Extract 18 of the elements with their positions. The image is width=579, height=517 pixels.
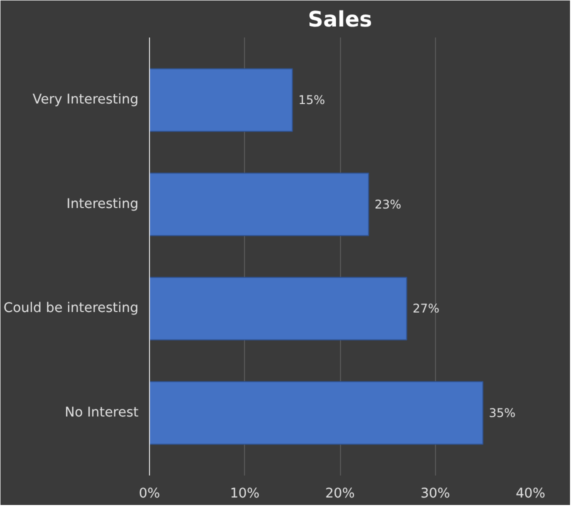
y-tick-label: No Interest [64, 405, 139, 420]
data-label: 15% [298, 93, 326, 108]
y-tick-label: Very Interesting [32, 92, 138, 108]
x-tick-label: 40% [516, 486, 546, 502]
y-tick-label: Could be interesting [4, 301, 139, 316]
x-tick-label: 20% [325, 486, 355, 502]
x-tick-label: 10% [230, 486, 260, 502]
bar [150, 172, 370, 236]
data-label: 23% [374, 197, 402, 212]
y-tick-label: Interesting [66, 196, 139, 212]
data-label: 35% [488, 406, 516, 420]
x-tick-label: 0% [138, 486, 160, 502]
data-label: 27% [412, 302, 440, 316]
bar [150, 276, 408, 340]
bar [150, 381, 484, 445]
bar [150, 68, 293, 132]
x-tick-label: 30% [420, 486, 450, 502]
chart-title: Sales [308, 8, 372, 32]
